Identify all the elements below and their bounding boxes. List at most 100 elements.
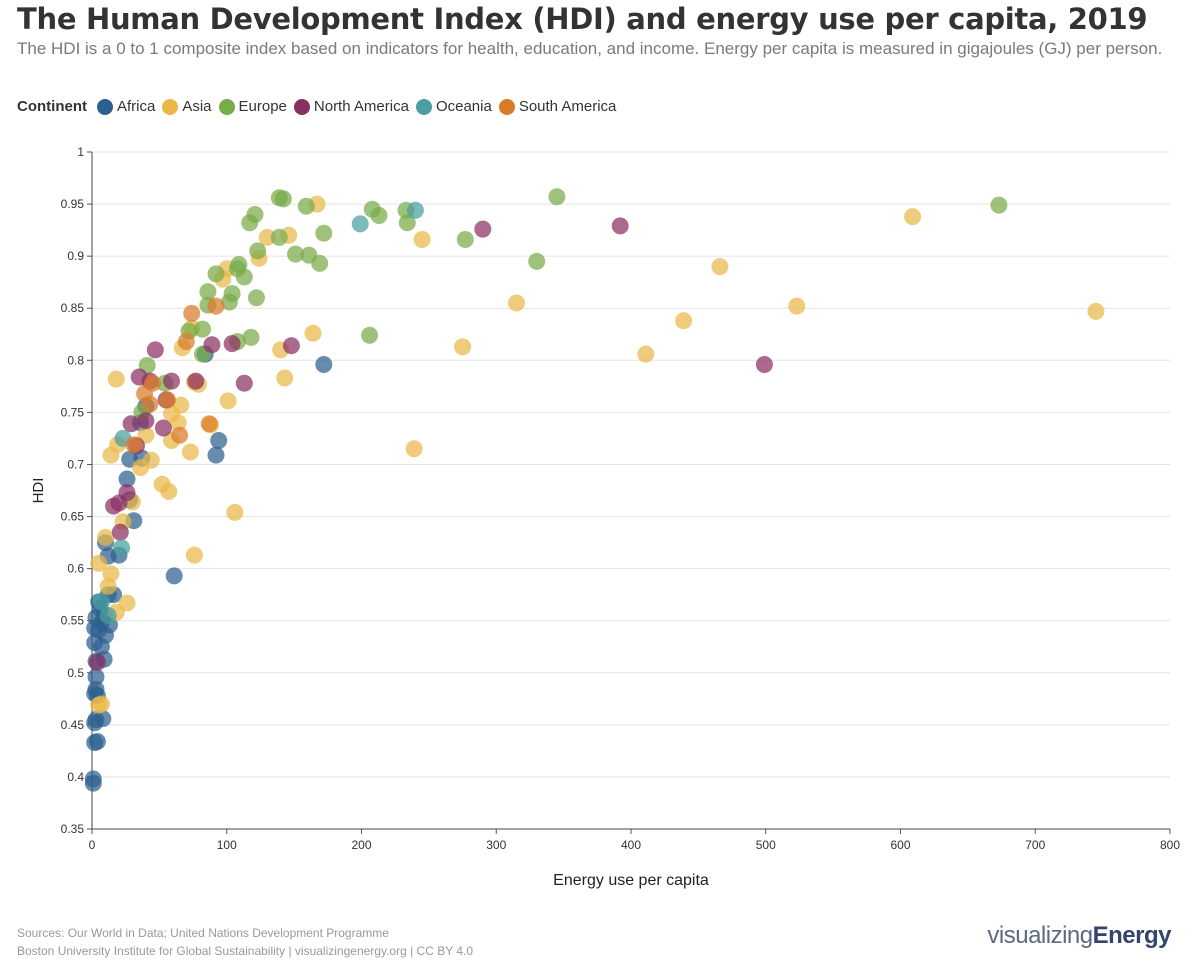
legend-item-asia[interactable]: Asia [162,98,212,115]
point-africa[interactable] [207,446,225,464]
point-africa[interactable] [94,710,112,728]
point-asia[interactable] [90,554,108,572]
point-asia[interactable] [92,695,110,713]
point-asia[interactable] [675,312,693,330]
point-africa[interactable] [84,770,102,788]
point-asia[interactable] [181,443,199,461]
point-africa[interactable] [87,668,105,686]
point-europe[interactable] [548,188,566,206]
point-asia[interactable] [304,324,322,342]
point-north-america[interactable] [187,372,205,390]
point-south-america[interactable] [171,426,189,444]
point-asia[interactable] [169,414,187,432]
y-tick-label: 0.7 [67,457,84,471]
point-north-america[interactable] [474,220,492,238]
legend-item-south-america[interactable]: South America [498,98,616,115]
point-south-america[interactable] [177,333,195,351]
point-asia[interactable] [508,294,525,312]
point-north-america[interactable] [146,341,164,359]
point-europe[interactable] [242,328,260,346]
point-asia[interactable] [1087,302,1105,320]
point-north-america[interactable] [223,335,241,353]
point-north-america[interactable] [611,217,629,235]
point-africa[interactable] [165,567,183,585]
point-europe[interactable] [315,224,333,242]
point-asia[interactable] [405,440,423,458]
point-europe[interactable] [249,242,267,260]
point-north-america[interactable] [111,523,129,541]
legend-label-africa: Africa [116,98,156,115]
point-europe[interactable] [270,228,288,246]
point-europe[interactable] [456,231,474,248]
point-north-america[interactable] [282,337,300,355]
point-europe[interactable] [274,190,292,208]
point-north-america[interactable] [163,372,180,390]
point-south-america[interactable] [183,304,201,322]
point-north-america[interactable] [755,356,773,373]
point-asia[interactable] [142,451,160,469]
point-asia[interactable] [454,338,472,356]
point-north-america[interactable] [118,484,136,502]
point-europe[interactable] [297,197,315,215]
point-africa[interactable] [118,470,136,488]
legend-label-europe: Europe [238,98,287,115]
point-north-america[interactable] [154,419,172,437]
point-south-america[interactable] [125,436,143,454]
point-asia[interactable] [97,528,114,546]
point-europe[interactable] [194,320,211,338]
point-south-america[interactable] [200,415,218,433]
point-europe[interactable] [199,283,217,301]
point-south-america[interactable] [207,297,225,315]
point-north-america[interactable] [122,415,140,433]
y-tick-label: 0.85 [61,301,85,315]
point-asia[interactable] [904,208,922,226]
legend-item-europe[interactable]: Europe [218,98,287,115]
point-asia[interactable] [99,577,117,595]
point-asia[interactable] [107,370,125,388]
point-europe[interactable] [246,206,264,223]
point-africa[interactable] [210,432,228,449]
point-europe[interactable] [247,289,265,307]
point-asia[interactable] [118,594,136,612]
legend-item-africa[interactable]: Africa [96,98,156,115]
point-europe[interactable] [235,268,253,286]
point-south-america[interactable] [141,395,159,413]
point-north-america[interactable] [235,374,253,392]
point-south-america[interactable] [144,374,162,392]
point-asia[interactable] [226,503,244,521]
x-tick-label: 800 [1160,838,1180,852]
point-asia[interactable] [185,546,203,564]
point-oceania[interactable] [406,201,424,219]
legend: Continent Africa Asia Europe North Ameri… [17,98,623,115]
point-oceania[interactable] [351,215,369,233]
point-europe[interactable] [398,214,416,232]
point-asia[interactable] [258,228,276,246]
point-europe[interactable] [990,196,1008,214]
point-asia[interactable] [153,475,171,493]
point-europe[interactable] [370,207,388,224]
point-south-america[interactable] [159,391,176,409]
point-north-america[interactable] [137,412,155,430]
point-europe[interactable] [311,254,329,272]
legend-item-oceania[interactable]: Oceania [415,98,492,115]
point-africa[interactable] [88,733,106,750]
point-north-america[interactable] [203,336,221,354]
point-asia[interactable] [788,297,806,315]
point-asia[interactable] [172,396,190,414]
point-europe[interactable] [361,326,379,344]
point-oceania[interactable] [99,607,117,624]
point-asia[interactable] [219,392,237,410]
point-europe[interactable] [528,252,546,270]
point-north-america[interactable] [88,653,106,671]
point-europe[interactable] [223,285,241,303]
point-oceania[interactable] [92,593,110,611]
point-oceania[interactable] [113,539,131,557]
point-europe[interactable] [287,245,304,263]
point-asia[interactable] [637,345,655,363]
point-asia[interactable] [276,369,294,387]
point-europe[interactable] [207,265,225,283]
point-asia[interactable] [711,258,729,276]
point-asia[interactable] [413,231,431,248]
legend-item-north-america[interactable]: North America [293,98,409,115]
point-africa[interactable] [315,356,333,373]
